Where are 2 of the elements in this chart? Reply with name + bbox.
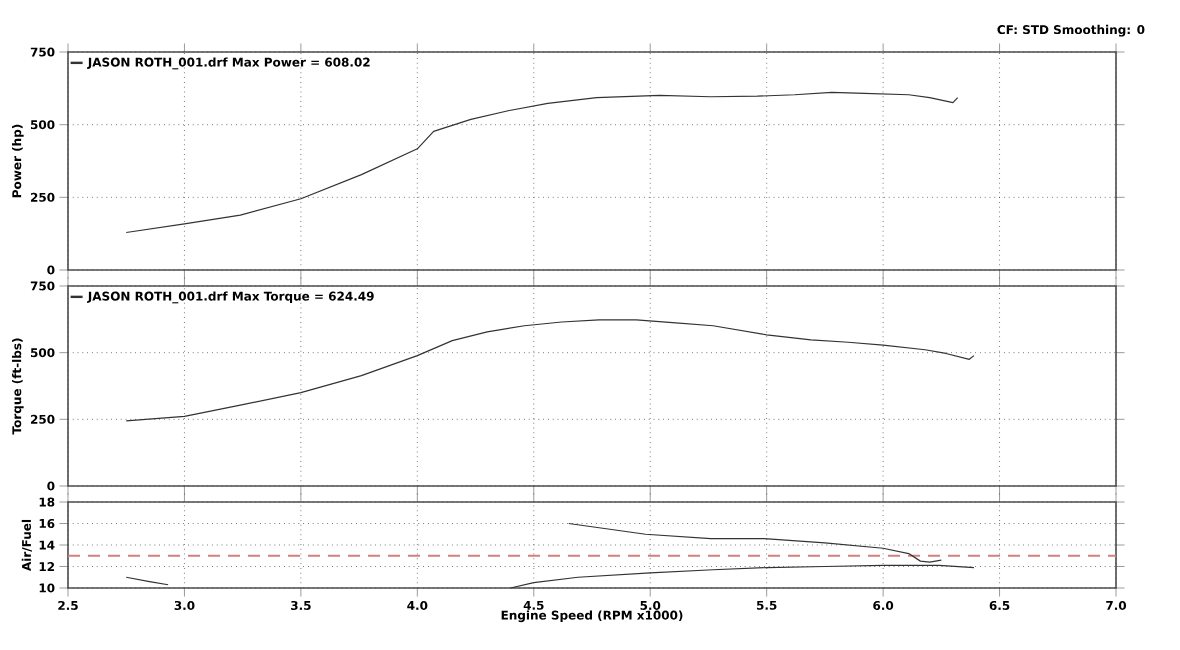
line-series bbox=[125, 91, 959, 234]
line-series bbox=[125, 319, 975, 422]
